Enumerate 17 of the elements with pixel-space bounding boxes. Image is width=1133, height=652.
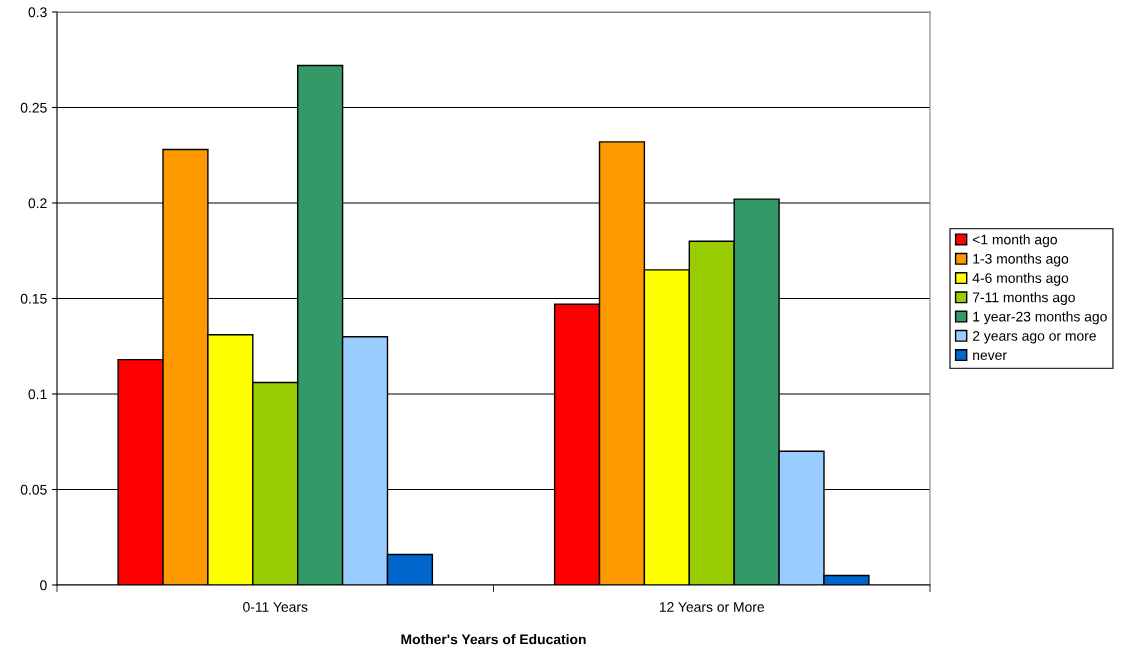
y-tick-label: 0.25 (20, 102, 47, 113)
legend-label: never (973, 352, 1007, 361)
y-tick-label: 0.2 (28, 198, 47, 209)
y-tick-label: 0.15 (20, 293, 47, 304)
legend-label: 1-3 months ago (973, 253, 1069, 267)
y-tick-label: 0 (40, 580, 47, 591)
legend-label: 1 year-23 months ago (973, 311, 1107, 325)
x-tick-label: 12 Years or More (659, 602, 765, 612)
y-tick-label: 0.3 (28, 7, 47, 18)
legend-label: 7-11 months ago (972, 292, 1075, 306)
y-tick-label: 0.05 (20, 484, 47, 495)
legend-label: <1 month ago (972, 234, 1058, 248)
x-axis-title: Mother's Years of Education (401, 634, 586, 645)
legend-label: 4-6 months ago (972, 272, 1069, 286)
y-tick-label: 0.1 (28, 389, 47, 400)
legend-label: 2 years ago or more (972, 330, 1096, 344)
x-tick-label: 0-11 Years (243, 602, 308, 612)
